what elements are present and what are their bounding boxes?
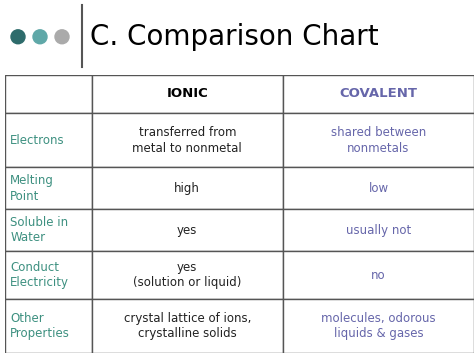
Text: no: no: [371, 268, 386, 282]
Bar: [283, 299, 474, 353]
Text: IONIC: IONIC: [166, 87, 208, 100]
Bar: [91, 113, 283, 168]
Text: yes
(solution or liquid): yes (solution or liquid): [133, 261, 241, 289]
Bar: [5, 75, 91, 113]
Text: crystal lattice of ions,
crystalline solids: crystal lattice of ions, crystalline sol…: [124, 312, 251, 340]
Bar: [283, 209, 474, 251]
Bar: [91, 75, 283, 113]
Text: low: low: [368, 182, 389, 195]
Text: Melting
Point: Melting Point: [10, 174, 54, 203]
Text: high: high: [174, 182, 200, 195]
Bar: [91, 251, 283, 299]
Text: COVALENT: COVALENT: [339, 87, 418, 100]
Bar: [91, 299, 283, 353]
Bar: [283, 168, 474, 209]
Bar: [5, 168, 91, 209]
Text: Other
Properties: Other Properties: [10, 312, 70, 340]
Bar: [283, 113, 474, 168]
Text: yes: yes: [177, 224, 198, 237]
Text: Electrons: Electrons: [10, 134, 65, 147]
Circle shape: [33, 30, 47, 44]
Bar: [91, 209, 283, 251]
Bar: [5, 209, 91, 251]
Text: Soluble in
Water: Soluble in Water: [10, 216, 69, 244]
Circle shape: [11, 30, 25, 44]
Text: usually not: usually not: [346, 224, 411, 237]
Text: molecules, odorous
liquids & gases: molecules, odorous liquids & gases: [321, 312, 436, 340]
Text: shared between
nonmetals: shared between nonmetals: [331, 126, 426, 154]
Circle shape: [55, 30, 69, 44]
Bar: [283, 251, 474, 299]
Bar: [283, 75, 474, 113]
Bar: [5, 251, 91, 299]
Bar: [91, 168, 283, 209]
Bar: [5, 113, 91, 168]
Text: C. Comparison Chart: C. Comparison Chart: [90, 23, 379, 51]
Text: transferred from
metal to nonmetal: transferred from metal to nonmetal: [132, 126, 242, 154]
Text: Conduct
Electricity: Conduct Electricity: [10, 261, 69, 289]
Bar: [5, 299, 91, 353]
